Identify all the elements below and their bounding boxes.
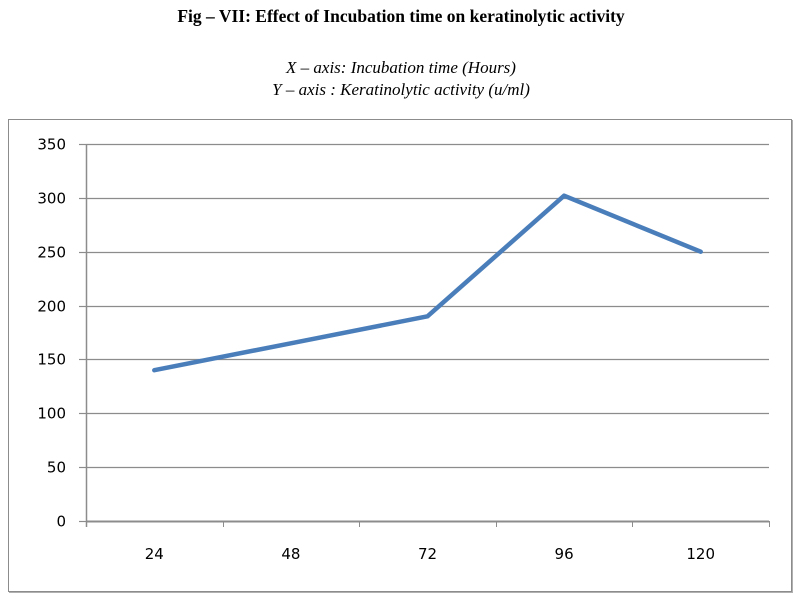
figure-title: Fig – VII: Effect of Incubation time on … xyxy=(177,6,625,26)
y-tick-label: 0 xyxy=(56,513,66,531)
series xyxy=(152,193,703,373)
x-tick-label: 96 xyxy=(555,545,574,563)
y-tick-label: 150 xyxy=(37,351,66,369)
y-tick-label: 350 xyxy=(37,136,66,154)
x-tick-label: 48 xyxy=(281,545,300,563)
axes xyxy=(79,143,770,527)
x-tick-label: 72 xyxy=(418,545,437,563)
y-tick-label: 100 xyxy=(37,405,66,423)
y-tick-labels: 0 50 100 150 200 250 300 350 xyxy=(37,136,66,531)
y-tick-label: 200 xyxy=(37,298,66,316)
chart-frame xyxy=(8,119,792,592)
x-axis-note: X – axis: Incubation time (Hours) xyxy=(286,58,516,77)
y-tick-label: 50 xyxy=(47,459,66,477)
y-axis-note: Y – axis : Keratinolytic activity (u/ml) xyxy=(272,80,530,99)
gridlines xyxy=(86,143,769,469)
x-tick-label: 24 xyxy=(145,545,164,563)
x-tick-labels: 24 48 72 96 120 xyxy=(145,545,715,563)
y-tick-label: 300 xyxy=(37,190,66,208)
x-tick-label: 120 xyxy=(686,545,715,563)
y-tick-label: 250 xyxy=(37,244,66,262)
series-line xyxy=(152,193,703,373)
